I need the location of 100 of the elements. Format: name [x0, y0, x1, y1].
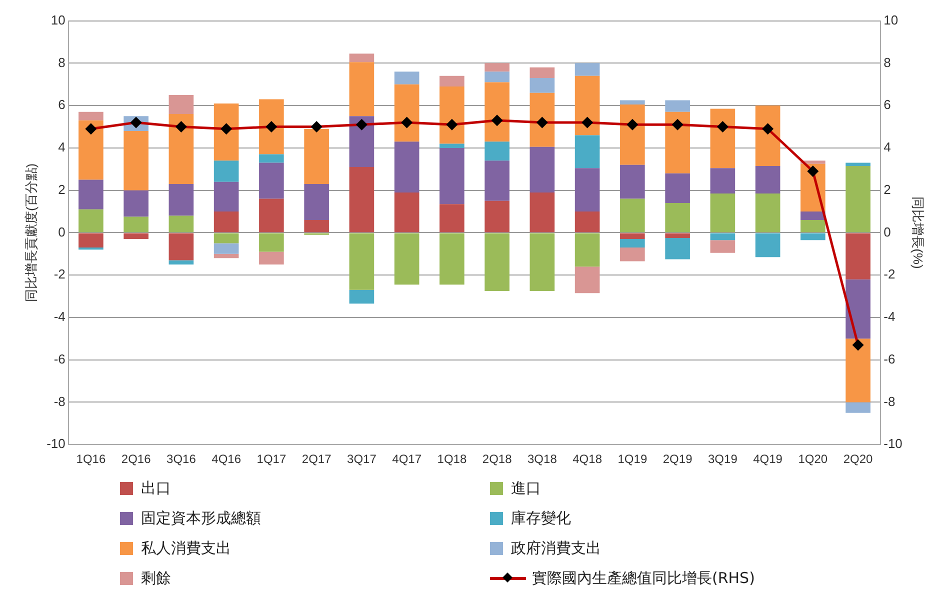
y-tick-label: 2 [58, 182, 66, 197]
bar [78, 180, 104, 210]
bar [124, 190, 148, 217]
y2-tick-label: 6 [884, 97, 891, 112]
bar [440, 148, 464, 204]
legend-label: 剩餘 [141, 568, 171, 588]
y-axis-title: 同比增長貢獻度(百分點) [23, 163, 38, 302]
y2-tick-label: 10 [884, 12, 898, 28]
bar [530, 233, 555, 291]
bar [394, 233, 420, 285]
bar [168, 184, 194, 216]
bar [846, 162, 870, 166]
x-tick-label: 2Q16 [121, 452, 152, 466]
x-tick-label: 4Q17 [392, 452, 422, 466]
y2-tick-label: 8 [884, 54, 891, 70]
bar [440, 144, 464, 148]
bar [440, 204, 464, 232]
bar [710, 233, 736, 240]
bar [349, 62, 374, 116]
bar [259, 198, 284, 232]
bar [620, 100, 645, 104]
x-tick-label: 1Q19 [618, 452, 648, 466]
bar [440, 76, 464, 86]
bar [484, 142, 510, 161]
bar [800, 220, 826, 232]
bar [574, 76, 600, 136]
y-tick-label: 6 [58, 97, 66, 112]
x-tick-label: 3Q18 [528, 452, 558, 466]
legend-label: 私人消費支出 [141, 538, 231, 558]
y-tick-label: -8 [54, 394, 66, 409]
y2-axis-title: 同比增長(%) [910, 196, 926, 269]
bar [259, 99, 284, 154]
bar [304, 220, 329, 232]
y2-tick-label: -4 [884, 309, 896, 324]
bar [530, 67, 555, 78]
bar [710, 194, 736, 232]
y-tick-label: -4 [54, 309, 66, 324]
bar [574, 233, 600, 267]
bar [304, 184, 329, 220]
x-tick-label: 4Q18 [572, 452, 602, 466]
bar [755, 166, 780, 194]
bar [168, 94, 194, 114]
bar [846, 166, 870, 232]
x-tick-label: 1Q20 [798, 452, 828, 466]
bar [484, 82, 510, 142]
bar [168, 114, 194, 184]
bar [710, 240, 736, 253]
bar [620, 164, 645, 199]
bar [440, 233, 464, 285]
y2-tick-label: 4 [884, 140, 891, 155]
y-tick-label: 0 [58, 224, 66, 240]
bar [394, 84, 420, 142]
bar [530, 78, 555, 93]
bar [665, 233, 690, 238]
bar [440, 86, 464, 144]
bar [710, 108, 736, 168]
bar [259, 154, 284, 163]
x-tick-label: 2Q17 [302, 452, 332, 466]
bar [259, 233, 284, 252]
y2-tick-label: -8 [884, 394, 896, 409]
x-tick-label: 1Q18 [437, 452, 467, 466]
bar [574, 63, 600, 76]
legend-label: 進口 [511, 478, 541, 498]
bar [484, 63, 510, 72]
bar [259, 162, 284, 199]
y-tick-label: 4 [58, 140, 66, 155]
y2-tick-label: -2 [884, 266, 896, 282]
x-tick-label: 2Q18 [482, 452, 512, 466]
bar [214, 233, 239, 244]
bar [124, 130, 148, 190]
legend-label: 庫存變化 [511, 508, 571, 528]
y-tick-label: 10 [50, 12, 66, 28]
bar [349, 167, 374, 232]
x-tick-label: 4Q16 [212, 452, 242, 466]
bar [124, 216, 148, 232]
x-tick-label: 3Q19 [708, 452, 738, 466]
bar [755, 233, 780, 258]
bar [800, 233, 826, 240]
bar [665, 100, 690, 112]
y-tick-label: -10 [46, 436, 66, 452]
bar [168, 233, 194, 260]
bar [574, 212, 600, 232]
bar [530, 146, 555, 192]
bar [620, 233, 645, 240]
bar [484, 233, 510, 291]
y-tick-label: 8 [58, 54, 66, 70]
bar [846, 233, 870, 280]
bar [620, 198, 645, 232]
x-tick-label: 3Q16 [166, 452, 196, 466]
legend-label: 實際國內生產總值同比增長(RHS) [532, 568, 755, 588]
bar [78, 209, 104, 232]
bar [530, 92, 555, 147]
bar [168, 260, 194, 264]
bar [846, 279, 870, 339]
bar [665, 173, 690, 204]
x-tick-label: 1Q16 [76, 452, 106, 466]
bar [484, 200, 510, 232]
y2-tick-label: -10 [884, 436, 902, 452]
y2-tick-label: 0 [884, 224, 891, 240]
bar [755, 194, 780, 232]
